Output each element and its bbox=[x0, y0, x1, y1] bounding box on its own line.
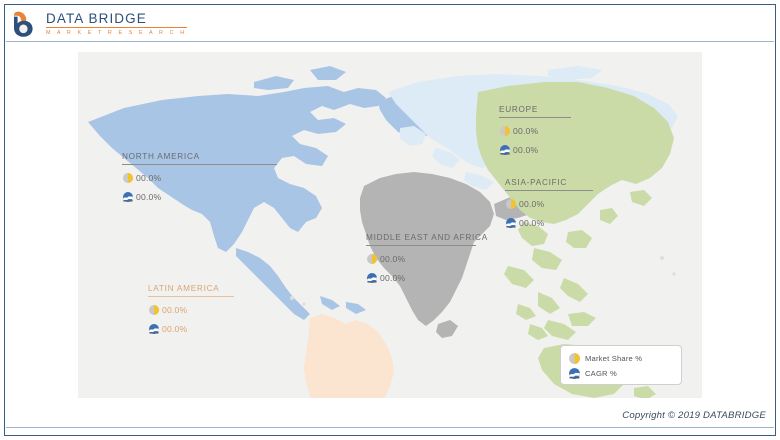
region-cagr-row: 00.0% bbox=[148, 322, 234, 335]
header-divider bbox=[6, 41, 774, 42]
brand-title: DATA BRIDGE bbox=[46, 11, 187, 29]
region-name: MIDDLE EAST AND AFRICA bbox=[366, 233, 488, 242]
map-island-specks bbox=[290, 256, 676, 306]
globe-icon bbox=[506, 217, 516, 228]
region-cagr-value: 00.0% bbox=[380, 272, 406, 283]
brand-header: DATA BRIDGE M A R K E T R E S E A R C H bbox=[10, 6, 260, 42]
globe-icon bbox=[500, 144, 510, 155]
globe-icon bbox=[569, 368, 580, 379]
region-label-north-america[interactable]: NORTH AMERICA 00.0% 00.0% bbox=[122, 152, 277, 203]
region-market-share-row: 00.0% bbox=[366, 252, 476, 265]
region-underline bbox=[148, 296, 234, 297]
region-market-share-row: 00.0% bbox=[505, 197, 593, 210]
region-cagr-value: 00.0% bbox=[162, 323, 188, 334]
map-legend: Market Share % CAGR % bbox=[560, 345, 682, 385]
region-name: EUROPE bbox=[499, 105, 539, 114]
pie-chart-icon bbox=[149, 304, 159, 315]
pie-chart-icon bbox=[367, 253, 377, 264]
region-label-asia-pacific[interactable]: ASIA-PACIFIC 00.0% 00.0% bbox=[505, 178, 593, 229]
brand-subtitle: M A R K E T R E S E A R C H bbox=[46, 30, 187, 37]
region-cagr-row: 00.0% bbox=[499, 143, 571, 156]
region-market-share-value: 00.0% bbox=[162, 304, 188, 315]
region-market-share-value: 00.0% bbox=[519, 198, 545, 209]
region-name: ASIA-PACIFIC bbox=[505, 178, 568, 187]
brand-wordmark: DATA BRIDGE M A R K E T R E S E A R C H bbox=[46, 11, 187, 37]
region-market-share-value: 00.0% bbox=[136, 172, 162, 183]
region-cagr-value: 00.0% bbox=[513, 144, 539, 155]
region-label-latin-america[interactable]: LATIN AMERICA 00.0% 00.0% bbox=[148, 284, 234, 335]
region-cagr-value: 00.0% bbox=[136, 191, 162, 202]
region-name: NORTH AMERICA bbox=[122, 152, 200, 161]
region-cagr-value: 00.0% bbox=[519, 217, 545, 228]
databridge-logo-icon bbox=[10, 9, 40, 39]
region-label-europe[interactable]: EUROPE 00.0% 00.0% bbox=[499, 105, 571, 156]
region-underline bbox=[499, 117, 571, 118]
region-underline bbox=[505, 190, 593, 191]
region-underline bbox=[122, 164, 277, 165]
legend-item-market-share: Market Share % bbox=[568, 351, 674, 366]
pie-chart-icon bbox=[500, 125, 510, 136]
copyright-text: Copyright © 2019 DATABRIDGE bbox=[622, 410, 766, 421]
globe-icon bbox=[149, 323, 159, 334]
pie-chart-icon bbox=[123, 172, 133, 183]
region-market-share-row: 00.0% bbox=[148, 303, 234, 316]
region-market-share-value: 00.0% bbox=[513, 125, 539, 136]
region-market-share-row: 00.0% bbox=[499, 124, 571, 137]
region-label-middle-east-and-africa[interactable]: MIDDLE EAST AND AFRICA 00.0% 00.0% bbox=[366, 233, 488, 284]
region-market-share-row: 00.0% bbox=[122, 171, 277, 184]
region-market-share-value: 00.0% bbox=[380, 253, 406, 264]
legend-label: CAGR % bbox=[585, 369, 618, 378]
region-name: LATIN AMERICA bbox=[148, 284, 220, 293]
region-underline bbox=[366, 245, 476, 246]
pie-chart-icon bbox=[569, 353, 580, 364]
footer-divider bbox=[6, 427, 774, 428]
globe-icon bbox=[123, 191, 133, 202]
legend-item-cagr: CAGR % bbox=[568, 366, 674, 381]
region-cagr-row: 00.0% bbox=[122, 190, 277, 203]
legend-label: Market Share % bbox=[585, 354, 643, 363]
globe-icon bbox=[367, 272, 377, 283]
pie-chart-icon bbox=[506, 198, 516, 209]
region-cagr-row: 00.0% bbox=[505, 216, 593, 229]
region-cagr-row: 00.0% bbox=[366, 271, 476, 284]
region-shape-latin-america bbox=[304, 314, 394, 398]
